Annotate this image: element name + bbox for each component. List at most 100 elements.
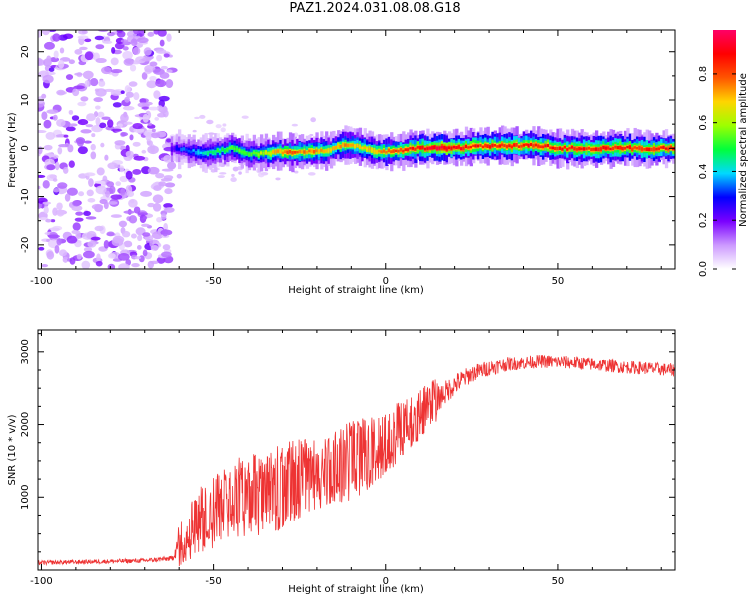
signal-cell <box>329 148 334 152</box>
signal-cell <box>211 150 216 155</box>
noise-cell <box>194 116 200 120</box>
signal-cell <box>500 143 505 147</box>
colorbar-tick-label: 0.8 <box>698 66 709 82</box>
noise-cell <box>133 155 146 161</box>
noise-cell <box>222 123 227 127</box>
signal-cell <box>334 145 338 150</box>
signal-cell <box>508 144 512 148</box>
signal-cell <box>317 149 322 153</box>
noise-cell <box>144 64 156 73</box>
signal-cell <box>520 144 524 148</box>
signal-cell <box>259 151 264 155</box>
signal-cell <box>534 143 539 147</box>
noise-cell <box>93 97 104 103</box>
snr-frame <box>37 329 676 571</box>
noise-cell <box>101 66 112 75</box>
noise-cell <box>65 126 76 132</box>
noise-cell <box>137 212 149 216</box>
signal-cell <box>602 145 606 150</box>
noise-cell <box>257 172 265 178</box>
signal-cell <box>315 149 319 153</box>
signal-cell <box>366 148 370 151</box>
signal-cell <box>510 145 514 149</box>
signal-cell <box>337 144 341 148</box>
signal-cell <box>575 147 580 151</box>
noise-cell <box>48 67 55 72</box>
noise-cell <box>38 129 47 134</box>
noise-cell <box>151 231 164 240</box>
noise-cell <box>165 79 174 89</box>
signal-cell <box>614 145 618 149</box>
signal-cell <box>467 146 471 149</box>
signal-cell <box>645 147 649 152</box>
noise-cell <box>95 185 107 195</box>
noise-cell <box>150 244 159 251</box>
noise-cell <box>134 256 142 260</box>
signal-cell <box>455 146 459 150</box>
noise-cell <box>105 190 111 198</box>
noise-cell <box>141 223 150 227</box>
signal-cell <box>378 149 382 153</box>
noise-cell <box>64 193 71 202</box>
noise-cell <box>54 161 60 171</box>
signal-cell <box>300 150 305 154</box>
signal-cell <box>390 150 394 154</box>
noise-cell <box>83 246 93 252</box>
signal-cell <box>380 150 384 154</box>
noise-cell <box>90 236 101 241</box>
signal-cell <box>484 143 488 148</box>
signal-cell <box>356 144 360 148</box>
noise-cell <box>104 154 109 161</box>
signal-cell <box>464 144 469 149</box>
noise-cell <box>72 200 81 207</box>
noise-cell <box>136 37 149 44</box>
noise-cell <box>162 244 171 251</box>
noise-cell <box>57 147 63 155</box>
noise-cell <box>95 58 107 64</box>
signal-cell <box>541 145 546 149</box>
signal-cell <box>652 147 657 151</box>
signal-cell <box>218 150 223 154</box>
signal-cell <box>291 151 295 155</box>
noise-cell <box>120 90 125 94</box>
noise-cell <box>97 111 105 118</box>
noise-cell <box>38 246 45 251</box>
signal-cell <box>556 147 560 151</box>
signal-cell <box>662 145 666 149</box>
noise-cell <box>53 187 60 193</box>
noise-cell <box>90 143 96 151</box>
noise-cell <box>88 178 94 187</box>
noise-cell <box>167 161 177 170</box>
noise-cell <box>80 96 89 102</box>
noise-cell <box>275 177 281 181</box>
noise-cell <box>122 50 133 60</box>
signal-cell <box>633 146 637 149</box>
noise-cell <box>163 155 172 163</box>
noise-cell <box>38 57 43 66</box>
signal-cell <box>320 148 324 152</box>
noise-cell <box>131 263 140 268</box>
noise-cell <box>118 263 130 269</box>
noise-cell <box>53 50 59 59</box>
noise-cell <box>84 172 96 177</box>
signal-cell <box>546 144 551 148</box>
noise-cell <box>58 144 69 148</box>
colorbar-label: Normalized spectral amplitude <box>738 73 749 227</box>
noise-cell <box>46 109 59 114</box>
signal-cell <box>409 147 413 150</box>
noise-cell <box>45 218 52 223</box>
signal-cell <box>443 145 447 150</box>
noise-cell <box>78 191 85 197</box>
noise-cell <box>50 219 56 223</box>
noise-cell <box>166 33 172 42</box>
signal-cell <box>252 151 257 154</box>
noise-cell <box>143 215 148 220</box>
signal-cell <box>597 147 601 152</box>
noise-cell <box>123 58 134 66</box>
noise-cell <box>147 122 152 126</box>
colorbar-tick-label: 0.6 <box>698 115 709 131</box>
noise-cell <box>87 240 97 248</box>
signal-cell <box>472 144 476 147</box>
signal-cell <box>293 150 298 154</box>
